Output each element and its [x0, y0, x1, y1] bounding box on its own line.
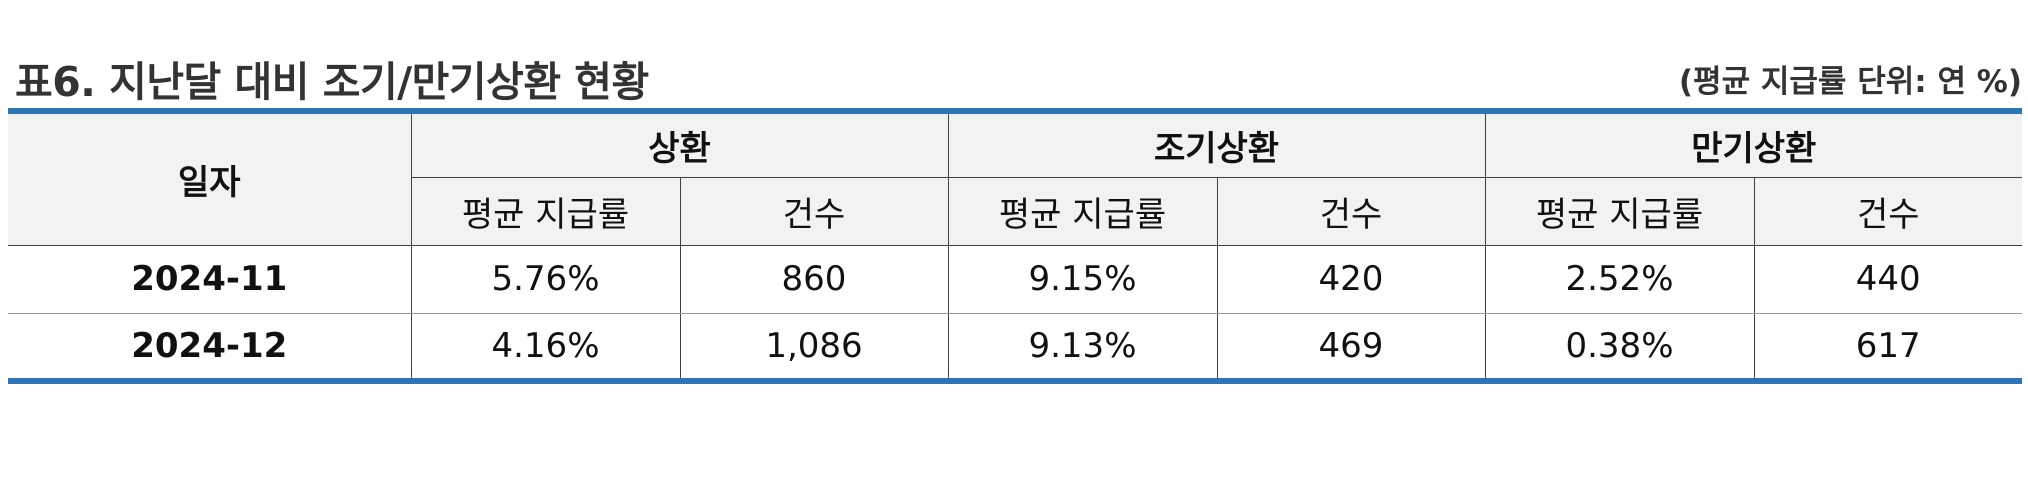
header-count: 건수 [680, 177, 949, 246]
cell-avg-rate: 0.38% [1485, 313, 1755, 381]
header-row-subheaders: 평균 지급률 건수 평균 지급률 건수 평균 지급률 건수 [8, 177, 2022, 246]
cell-count: 860 [680, 245, 949, 314]
cell-count: 1,086 [680, 313, 949, 381]
row-date: 2024-12 [8, 313, 412, 381]
header-date: 일자 [8, 111, 412, 246]
row-date: 2024-11 [8, 245, 412, 314]
cell-avg-rate: 2.52% [1485, 245, 1755, 314]
header-count: 건수 [1217, 177, 1486, 246]
cell-avg-rate: 4.16% [411, 313, 681, 381]
cell-count: 617 [1754, 313, 2022, 381]
cell-avg-rate: 9.13% [948, 313, 1218, 381]
table-row: 2024-11 5.76% 860 9.15% 420 2.52% 440 [8, 245, 2022, 314]
cell-avg-rate: 5.76% [411, 245, 681, 314]
redemption-status-table: 일자 상환 조기상환 만기상환 평균 지급률 건수 평균 지급률 건수 평균 지… [8, 108, 2022, 384]
header-avg-rate: 평균 지급률 [411, 177, 681, 246]
cell-count: 469 [1217, 313, 1486, 381]
header-group-maturity-redemption: 만기상환 [1485, 111, 2022, 178]
header-row-groups: 일자 상환 조기상환 만기상환 [8, 111, 2022, 246]
header-count: 건수 [1754, 177, 2022, 246]
table-row: 2024-12 4.16% 1,086 9.13% 469 0.38% 617 [8, 313, 2022, 381]
table-title: 표6. 지난달 대비 조기/만기상환 현황 [15, 58, 649, 106]
unit-note: (평균 지급률 단위: 연 %) [1678, 64, 2022, 100]
cell-avg-rate: 9.15% [948, 245, 1218, 314]
header-group-early-redemption: 조기상환 [948, 111, 1486, 178]
cell-count: 440 [1754, 245, 2022, 314]
cell-count: 420 [1217, 245, 1486, 314]
header-avg-rate: 평균 지급률 [948, 177, 1218, 246]
header-group-redemption: 상환 [411, 111, 949, 178]
header-avg-rate: 평균 지급률 [1485, 177, 1755, 246]
